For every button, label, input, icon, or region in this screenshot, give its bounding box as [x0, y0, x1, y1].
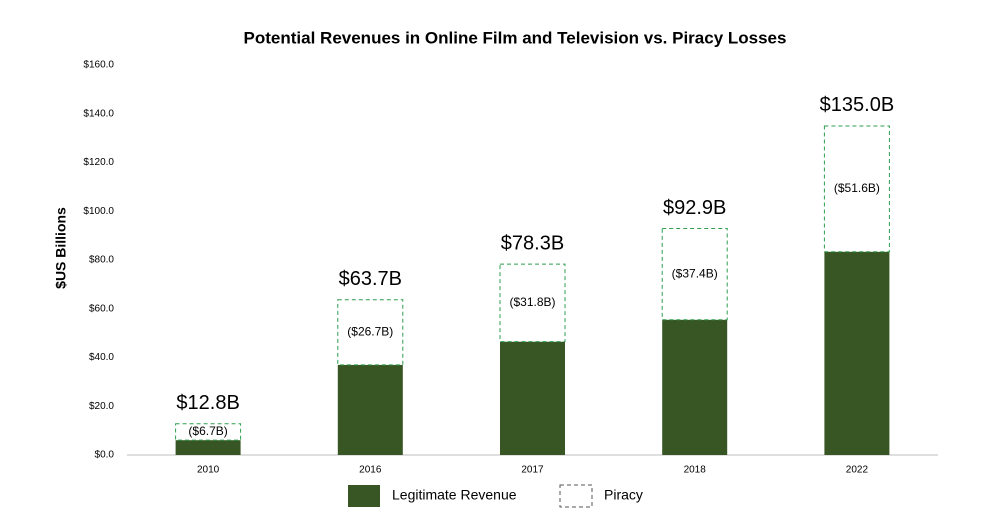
total-label: $92.9B: [663, 197, 726, 219]
bar-segment: [175, 423, 242, 441]
bar-segment: [175, 440, 241, 455]
x-tick-label: 2010: [197, 465, 220, 476]
bar-segment: [337, 299, 404, 366]
y-tick-label: $160.0: [83, 60, 114, 71]
bar-segment: [661, 228, 728, 321]
y-tick-label: $60.0: [89, 303, 114, 314]
legend-swatch: [348, 485, 380, 507]
x-tick-label: 2016: [359, 465, 382, 476]
x-tick-label: 2018: [684, 465, 707, 476]
y-tick-label: $0.0: [95, 450, 115, 461]
chart-title: Potential Revenues in Online Film and Te…: [244, 28, 787, 47]
y-tick-label: $100.0: [83, 206, 114, 217]
bar-segment: [823, 125, 890, 253]
y-tick-label: $20.0: [89, 401, 114, 412]
legend-label: Piracy: [604, 487, 643, 503]
total-label: $12.8B: [176, 392, 239, 414]
legend-swatch: [559, 484, 593, 508]
bar-segment: [337, 364, 403, 455]
y-axis-label: $US Billions: [53, 207, 69, 289]
legend-label: Legitimate Revenue: [392, 487, 517, 503]
y-tick-label: $120.0: [83, 157, 114, 168]
y-tick-label: $140.0: [83, 108, 114, 119]
total-label: $63.7B: [339, 268, 402, 290]
bar-segment: [662, 319, 728, 455]
y-tick-label: $40.0: [89, 352, 114, 363]
bar-segment: [499, 263, 566, 343]
value-label: ($31.8B): [509, 295, 555, 309]
total-label: $78.3B: [501, 232, 564, 254]
total-label: $135.0B: [820, 94, 895, 116]
x-tick-label: 2017: [521, 465, 544, 476]
value-label: ($51.6B): [834, 181, 880, 195]
value-label: ($26.7B): [347, 324, 393, 338]
value-label: ($37.4B): [672, 266, 718, 280]
value-label: ($6.7B): [188, 424, 227, 438]
y-tick-label: $80.0: [89, 255, 114, 266]
x-tick-label: 2022: [846, 465, 869, 476]
bar-segment: [824, 251, 890, 455]
bar-segment: [500, 341, 565, 455]
